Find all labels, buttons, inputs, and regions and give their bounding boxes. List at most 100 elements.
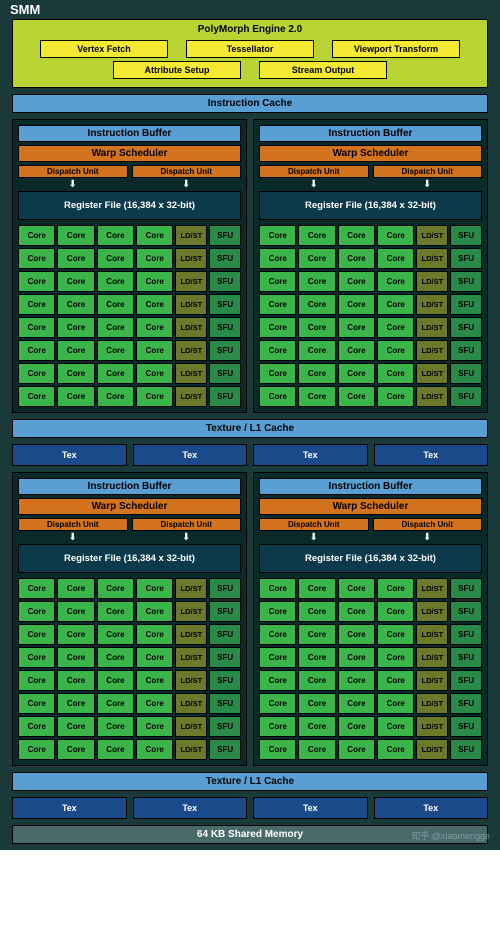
core-unit: Core: [18, 386, 55, 407]
dispatch-unit: Dispatch Unit: [259, 518, 369, 531]
core-grid: CoreCoreCoreCoreLD/STSFUCoreCoreCoreCore…: [259, 578, 482, 760]
sfu-unit: SFU: [450, 340, 482, 361]
sfu-unit: SFU: [209, 294, 241, 315]
ldst-unit: LD/ST: [175, 340, 207, 361]
ldst-unit: LD/ST: [175, 716, 207, 737]
core-unit: Core: [377, 386, 414, 407]
watermark: 知乎 @xiaomengge: [411, 829, 490, 842]
core-unit: Core: [136, 271, 173, 292]
core-unit: Core: [97, 386, 134, 407]
dispatch-row: Dispatch UnitDispatch Unit: [18, 518, 241, 531]
core-unit: Core: [18, 601, 55, 622]
core-unit: Core: [377, 739, 414, 760]
ldst-unit: LD/ST: [416, 225, 448, 246]
down-arrow-icon: ⬇: [373, 181, 483, 189]
core-unit: Core: [338, 271, 375, 292]
core-unit: Core: [259, 340, 296, 361]
core-unit: Core: [57, 386, 94, 407]
down-arrow-icon: ⬇: [373, 534, 483, 542]
ldst-unit: LD/ST: [416, 624, 448, 645]
instruction-buffer: Instruction Buffer: [18, 125, 241, 142]
core-unit: Core: [377, 578, 414, 599]
core-unit: Core: [298, 670, 335, 691]
core-unit: Core: [377, 340, 414, 361]
pm-tessellator: Tessellator: [186, 40, 314, 58]
core-unit: Core: [259, 624, 296, 645]
polymorph-engine: PolyMorph Engine 2.0 Vertex Fetch Tessel…: [12, 19, 488, 88]
core-unit: Core: [97, 624, 134, 645]
down-arrow-icon: ⬇: [132, 181, 242, 189]
sfu-unit: SFU: [209, 317, 241, 338]
core-unit: Core: [18, 271, 55, 292]
sfu-unit: SFU: [209, 647, 241, 668]
core-unit: Core: [377, 624, 414, 645]
pm-vertex-fetch: Vertex Fetch: [40, 40, 168, 58]
sfu-unit: SFU: [209, 716, 241, 737]
sfu-unit: SFU: [450, 225, 482, 246]
register-file: Register File (16,384 x 32-bit): [259, 191, 482, 220]
tex-unit: Tex: [12, 797, 127, 819]
ldst-unit: LD/ST: [175, 647, 207, 668]
ldst-unit: LD/ST: [175, 294, 207, 315]
core-unit: Core: [136, 225, 173, 246]
core-unit: Core: [259, 601, 296, 622]
ldst-unit: LD/ST: [175, 386, 207, 407]
core-unit: Core: [57, 647, 94, 668]
core-unit: Core: [136, 363, 173, 384]
core-unit: Core: [338, 601, 375, 622]
down-arrow-icon: ⬇: [18, 534, 128, 542]
core-unit: Core: [338, 739, 375, 760]
core-unit: Core: [338, 670, 375, 691]
core-unit: Core: [377, 225, 414, 246]
sfu-unit: SFU: [450, 716, 482, 737]
instruction-cache-bar: Instruction Cache: [12, 94, 488, 113]
warp-scheduler: Warp Scheduler: [259, 498, 482, 515]
core-unit: Core: [136, 317, 173, 338]
core-unit: Core: [57, 601, 94, 622]
sfu-unit: SFU: [209, 248, 241, 269]
core-unit: Core: [136, 739, 173, 760]
core-unit: Core: [57, 670, 94, 691]
ldst-unit: LD/ST: [416, 317, 448, 338]
warp-scheduler: Warp Scheduler: [18, 498, 241, 515]
ldst-unit: LD/ST: [175, 363, 207, 384]
core-unit: Core: [338, 578, 375, 599]
core-unit: Core: [57, 578, 94, 599]
texture-l1-bar-2: Texture / L1 Cache: [12, 772, 488, 791]
tex-unit: Tex: [374, 444, 489, 466]
core-unit: Core: [57, 271, 94, 292]
sfu-unit: SFU: [450, 601, 482, 622]
sfu-unit: SFU: [450, 578, 482, 599]
core-unit: Core: [338, 693, 375, 714]
core-unit: Core: [298, 271, 335, 292]
core-unit: Core: [18, 716, 55, 737]
core-unit: Core: [298, 363, 335, 384]
core-unit: Core: [298, 317, 335, 338]
core-unit: Core: [18, 248, 55, 269]
core-unit: Core: [377, 693, 414, 714]
core-unit: Core: [259, 271, 296, 292]
tex-unit: Tex: [253, 444, 368, 466]
core-unit: Core: [136, 670, 173, 691]
dispatch-unit: Dispatch Unit: [18, 165, 128, 178]
core-unit: Core: [57, 739, 94, 760]
ldst-unit: LD/ST: [175, 225, 207, 246]
tex-row-1: Tex Tex Tex Tex: [12, 444, 488, 466]
ldst-unit: LD/ST: [416, 340, 448, 361]
core-unit: Core: [338, 716, 375, 737]
ldst-unit: LD/ST: [175, 693, 207, 714]
core-unit: Core: [136, 693, 173, 714]
ldst-unit: LD/ST: [416, 670, 448, 691]
ldst-unit: LD/ST: [416, 363, 448, 384]
core-unit: Core: [97, 225, 134, 246]
core-unit: Core: [259, 386, 296, 407]
core-unit: Core: [338, 386, 375, 407]
core-unit: Core: [57, 693, 94, 714]
dispatch-unit: Dispatch Unit: [132, 165, 242, 178]
core-unit: Core: [57, 225, 94, 246]
polymorph-row-2: Attribute Setup Stream Output: [19, 61, 481, 79]
core-grid: CoreCoreCoreCoreLD/STSFUCoreCoreCoreCore…: [18, 225, 241, 407]
core-unit: Core: [97, 670, 134, 691]
core-unit: Core: [377, 647, 414, 668]
sfu-unit: SFU: [209, 386, 241, 407]
